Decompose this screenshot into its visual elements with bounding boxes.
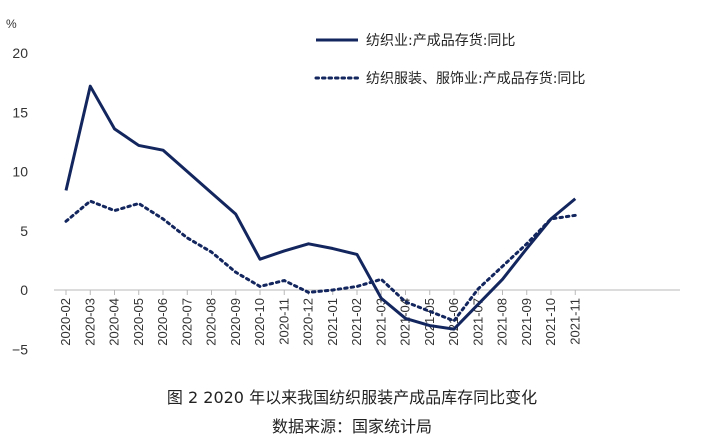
x-tick-label: 2020-12 xyxy=(301,298,316,346)
y-tick-label: −5 xyxy=(12,341,28,357)
x-tick-label: 2021-04 xyxy=(398,298,413,346)
series-line-textile xyxy=(64,84,577,331)
y-tick-label: 10 xyxy=(12,164,28,180)
legend-label-apparel: 纺织服装、服饰业:产成品存货:同比 xyxy=(366,70,585,87)
x-tick-label: 2021-06 xyxy=(446,298,461,346)
y-axis-unit: % xyxy=(6,17,17,31)
x-tick-label: 2021-09 xyxy=(519,298,534,346)
x-tick-label: 2020-07 xyxy=(179,298,194,346)
x-axis-ticks: 2020-02 2020-03 2020-04 2020-05 2020-06 2020-… xyxy=(58,290,582,346)
data-source: 数据来源：国家统计局 xyxy=(271,417,432,436)
x-tick-label: 2021-08 xyxy=(495,298,510,346)
x-tick-label: 2021-02 xyxy=(349,298,364,346)
x-tick-label: 2020-09 xyxy=(228,298,243,346)
x-tick-label: 2021-10 xyxy=(543,298,558,346)
figure-caption: 图 2 2020 年以来我国纺织服装产成品库存同比变化 xyxy=(166,388,538,407)
series-line-apparel xyxy=(64,199,577,323)
y-tick-label: 0 xyxy=(20,282,28,298)
x-tick-label: 2020-04 xyxy=(107,298,122,346)
y-tick-label: 15 xyxy=(12,104,28,120)
y-axis-ticks: 20 15 10 5 0 −5 xyxy=(12,45,28,357)
x-tick-label: 2020-02 xyxy=(58,298,73,346)
x-tick-label: 2020-11 xyxy=(276,298,291,345)
y-tick-label: 20 xyxy=(12,45,28,61)
x-tick-label: 2020-08 xyxy=(204,298,219,346)
series-lines xyxy=(64,84,577,331)
legend-label-textile: 纺织业:产成品存货:同比 xyxy=(366,32,515,49)
x-tick-label: 2021-11 xyxy=(567,298,582,345)
x-tick-label: 2021-03 xyxy=(373,298,388,346)
x-tick-label: 2020-10 xyxy=(252,298,267,346)
x-tick-label: 2020-03 xyxy=(82,298,97,346)
legend: 纺织业:产成品存货:同比 纺织服装、服饰业:产成品存货:同比 xyxy=(314,32,585,87)
x-tick-label: 2020-05 xyxy=(131,298,146,346)
x-tick-label: 2021-01 xyxy=(325,298,340,346)
y-tick-label: 5 xyxy=(20,223,28,239)
x-tick-label: 2020-06 xyxy=(155,298,170,346)
x-tick-label: 2021-05 xyxy=(422,298,437,346)
